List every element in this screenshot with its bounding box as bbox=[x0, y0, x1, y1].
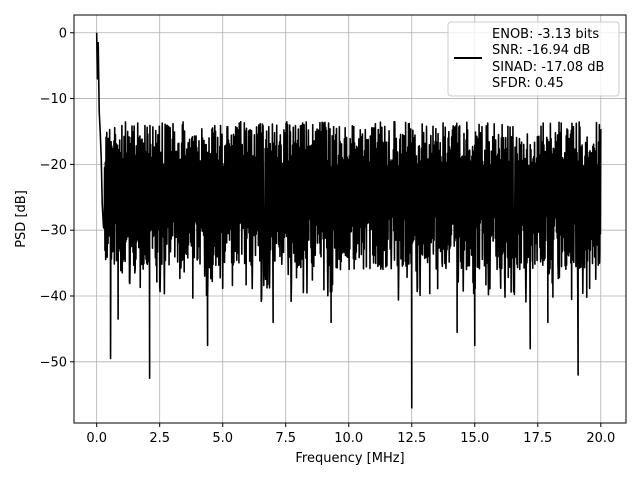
y-tick-label: 0 bbox=[59, 26, 67, 41]
legend-snr-text: SNR: -16.94 dB bbox=[492, 43, 590, 58]
legend-sinad-text: SINAD: -17.08 dB bbox=[492, 60, 604, 75]
x-tick-label: 12.5 bbox=[397, 431, 426, 446]
x-tick-label: 20.0 bbox=[586, 431, 615, 446]
legend-box bbox=[447, 21, 620, 97]
x-tick-label: 2.5 bbox=[149, 431, 170, 446]
y-tick-label: −10 bbox=[40, 92, 67, 107]
x-tick-label: 10.0 bbox=[334, 431, 363, 446]
legend: ENOB: -3.13 bits SNR: -16.94 dB SINAD: -… bbox=[447, 21, 620, 97]
x-tick-label: 0.0 bbox=[86, 431, 107, 446]
axis-ticks: 0.0 2.5 5.0 7.5 10.0 12.5 15.0 17.5 20.0 0 −10 −20 −… bbox=[40, 26, 616, 446]
legend-sfdr-text: SFDR: 0.45 bbox=[492, 76, 564, 91]
x-axis-label: Frequency [MHz] bbox=[295, 451, 404, 466]
psd-series bbox=[95, 32, 602, 409]
y-axis-label: PSD [dB] bbox=[14, 190, 29, 248]
y-tick-label: −30 bbox=[40, 224, 67, 239]
psd-line bbox=[95, 32, 602, 409]
y-tick-label: −20 bbox=[40, 158, 67, 173]
y-tick-label: −40 bbox=[40, 289, 67, 304]
x-tick-label: 7.5 bbox=[275, 431, 296, 446]
y-tick-label: −50 bbox=[40, 355, 67, 370]
legend-enob-text: ENOB: -3.13 bits bbox=[492, 27, 599, 42]
x-tick-label: 17.5 bbox=[523, 431, 552, 446]
x-tick-label: 5.0 bbox=[212, 431, 233, 446]
x-tick-label: 15.0 bbox=[460, 431, 489, 446]
plot-frame bbox=[73, 14, 627, 424]
